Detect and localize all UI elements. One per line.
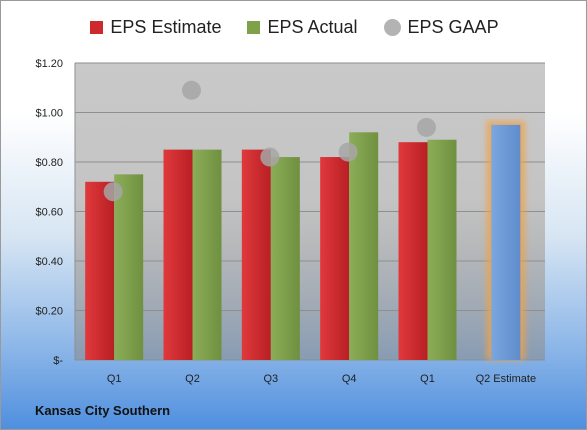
x-tick-label: Q3: [263, 373, 278, 385]
legend-swatch-gaap: [383, 19, 401, 36]
point-eps-gaap: [103, 182, 123, 202]
point-eps-gaap: [182, 80, 201, 100]
bar-eps-actual: [270, 157, 300, 360]
legend-label-actual: EPS Actual: [267, 17, 358, 37]
legend-item-gaap: EPS GAAP: [383, 17, 499, 38]
legend-label-estimate: EPS Estimate: [110, 17, 222, 37]
y-tick-label: $0.60: [35, 207, 63, 219]
y-tick-label: $1.00: [35, 108, 63, 120]
x-tick-label: Q2 Estimate: [476, 373, 537, 385]
legend-swatch-estimate: [90, 21, 104, 34]
point-eps-gaap: [338, 142, 358, 162]
legend: EPS Estimate EPS Actual EPS GAAP: [1, 17, 586, 38]
bar-eps-estimate: [85, 181, 115, 360]
bar-eps-actual: [427, 139, 457, 360]
bar-eps-actual: [114, 174, 144, 360]
bars: [85, 120, 526, 360]
bar-eps-estimate: [163, 149, 193, 360]
x-tick-label: Q2: [185, 373, 200, 385]
bar-eps-actual: [349, 132, 379, 360]
legend-item-actual: EPS Actual: [247, 17, 358, 38]
point-eps-gaap: [260, 147, 280, 167]
y-tick-label: $-: [53, 355, 63, 367]
y-tick-label: $0.40: [35, 256, 63, 268]
y-tick-label: $0.80: [35, 157, 63, 169]
x-axis-labels: Q1 Q2 Q3 Q4 Q1 Q2 Estimate: [107, 373, 536, 385]
y-tick-label: $0.20: [35, 306, 63, 318]
bar-eps-estimate: [320, 157, 350, 360]
grid-lines: [74, 62, 545, 361]
legend-item-estimate: EPS Estimate: [90, 17, 221, 38]
bar-eps-estimate: [398, 142, 428, 360]
bar-eps-actual: [192, 149, 222, 360]
legend-swatch-actual: [247, 21, 261, 34]
legend-label-gaap: EPS GAAP: [407, 17, 499, 37]
y-axis-labels: $- $0.20 $0.40 $0.60 $0.80 $1.00 $1.20: [35, 58, 63, 367]
company-name: Kansas City Southern: [35, 403, 171, 418]
gaap-dots: [103, 80, 436, 202]
x-tick-label: Q1: [107, 373, 122, 385]
y-tick-label: $1.20: [35, 58, 63, 70]
x-tick-label: Q4: [342, 373, 357, 385]
point-eps-gaap: [417, 117, 436, 137]
bar-eps-estimate-projected: [491, 124, 521, 360]
x-tick-label: Q1: [420, 373, 435, 385]
bar-eps-estimate: [241, 149, 271, 360]
